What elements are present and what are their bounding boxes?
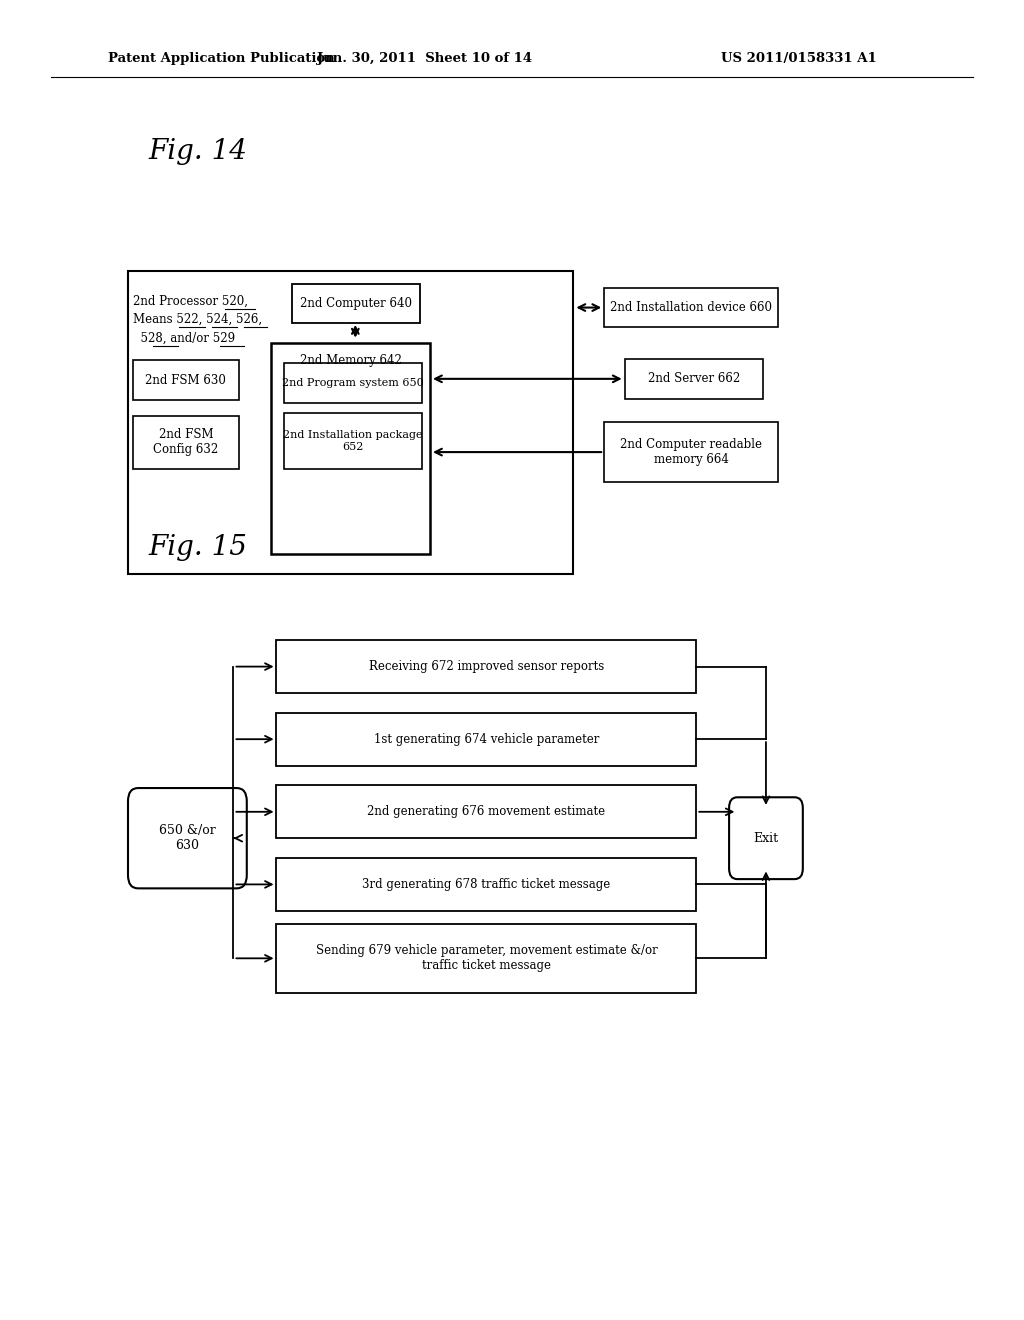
FancyBboxPatch shape xyxy=(128,788,247,888)
Text: Jun. 30, 2011  Sheet 10 of 14: Jun. 30, 2011 Sheet 10 of 14 xyxy=(317,51,532,65)
Text: Receiving 672 improved sensor reports: Receiving 672 improved sensor reports xyxy=(369,660,604,673)
FancyBboxPatch shape xyxy=(284,413,422,469)
Text: 1st generating 674 vehicle parameter: 1st generating 674 vehicle parameter xyxy=(374,733,599,746)
Text: 2nd Computer readable
memory 664: 2nd Computer readable memory 664 xyxy=(621,438,762,466)
FancyBboxPatch shape xyxy=(625,359,763,399)
Text: 2nd Installation package
652: 2nd Installation package 652 xyxy=(283,430,423,451)
Text: 3rd generating 678 traffic ticket message: 3rd generating 678 traffic ticket messag… xyxy=(362,878,610,891)
FancyBboxPatch shape xyxy=(133,416,239,469)
FancyBboxPatch shape xyxy=(276,640,696,693)
Text: Means 522, 524, 526,: Means 522, 524, 526, xyxy=(133,313,262,326)
FancyBboxPatch shape xyxy=(604,288,778,327)
Text: 2nd Program system 650: 2nd Program system 650 xyxy=(282,378,424,388)
Text: 2nd FSM 630: 2nd FSM 630 xyxy=(145,374,226,387)
Text: Fig. 15: Fig. 15 xyxy=(148,535,248,561)
Text: 528, and/or 529: 528, and/or 529 xyxy=(133,331,236,345)
FancyBboxPatch shape xyxy=(284,363,422,403)
FancyBboxPatch shape xyxy=(276,713,696,766)
Text: Exit: Exit xyxy=(754,832,778,845)
Text: 2nd Computer 640: 2nd Computer 640 xyxy=(300,297,412,310)
FancyBboxPatch shape xyxy=(128,271,573,574)
FancyBboxPatch shape xyxy=(292,284,420,323)
FancyBboxPatch shape xyxy=(133,360,239,400)
FancyBboxPatch shape xyxy=(276,858,696,911)
Text: 2nd Processor 520,: 2nd Processor 520, xyxy=(133,294,248,308)
Text: Fig. 14: Fig. 14 xyxy=(148,139,248,165)
FancyBboxPatch shape xyxy=(276,924,696,993)
FancyBboxPatch shape xyxy=(604,422,778,482)
Text: 2nd Memory 642: 2nd Memory 642 xyxy=(300,354,401,367)
FancyBboxPatch shape xyxy=(276,785,696,838)
Text: 2nd Server 662: 2nd Server 662 xyxy=(647,372,740,385)
Text: 2nd generating 676 movement estimate: 2nd generating 676 movement estimate xyxy=(368,805,605,818)
Text: 2nd FSM
Config 632: 2nd FSM Config 632 xyxy=(154,428,218,457)
Text: 2nd Installation device 660: 2nd Installation device 660 xyxy=(610,301,772,314)
FancyBboxPatch shape xyxy=(729,797,803,879)
Text: 650 &/or
630: 650 &/or 630 xyxy=(159,824,216,853)
Text: US 2011/0158331 A1: US 2011/0158331 A1 xyxy=(721,51,877,65)
FancyBboxPatch shape xyxy=(271,343,430,554)
Text: Patent Application Publication: Patent Application Publication xyxy=(108,51,334,65)
Text: Sending 679 vehicle parameter, movement estimate &/or
traffic ticket message: Sending 679 vehicle parameter, movement … xyxy=(315,944,657,973)
